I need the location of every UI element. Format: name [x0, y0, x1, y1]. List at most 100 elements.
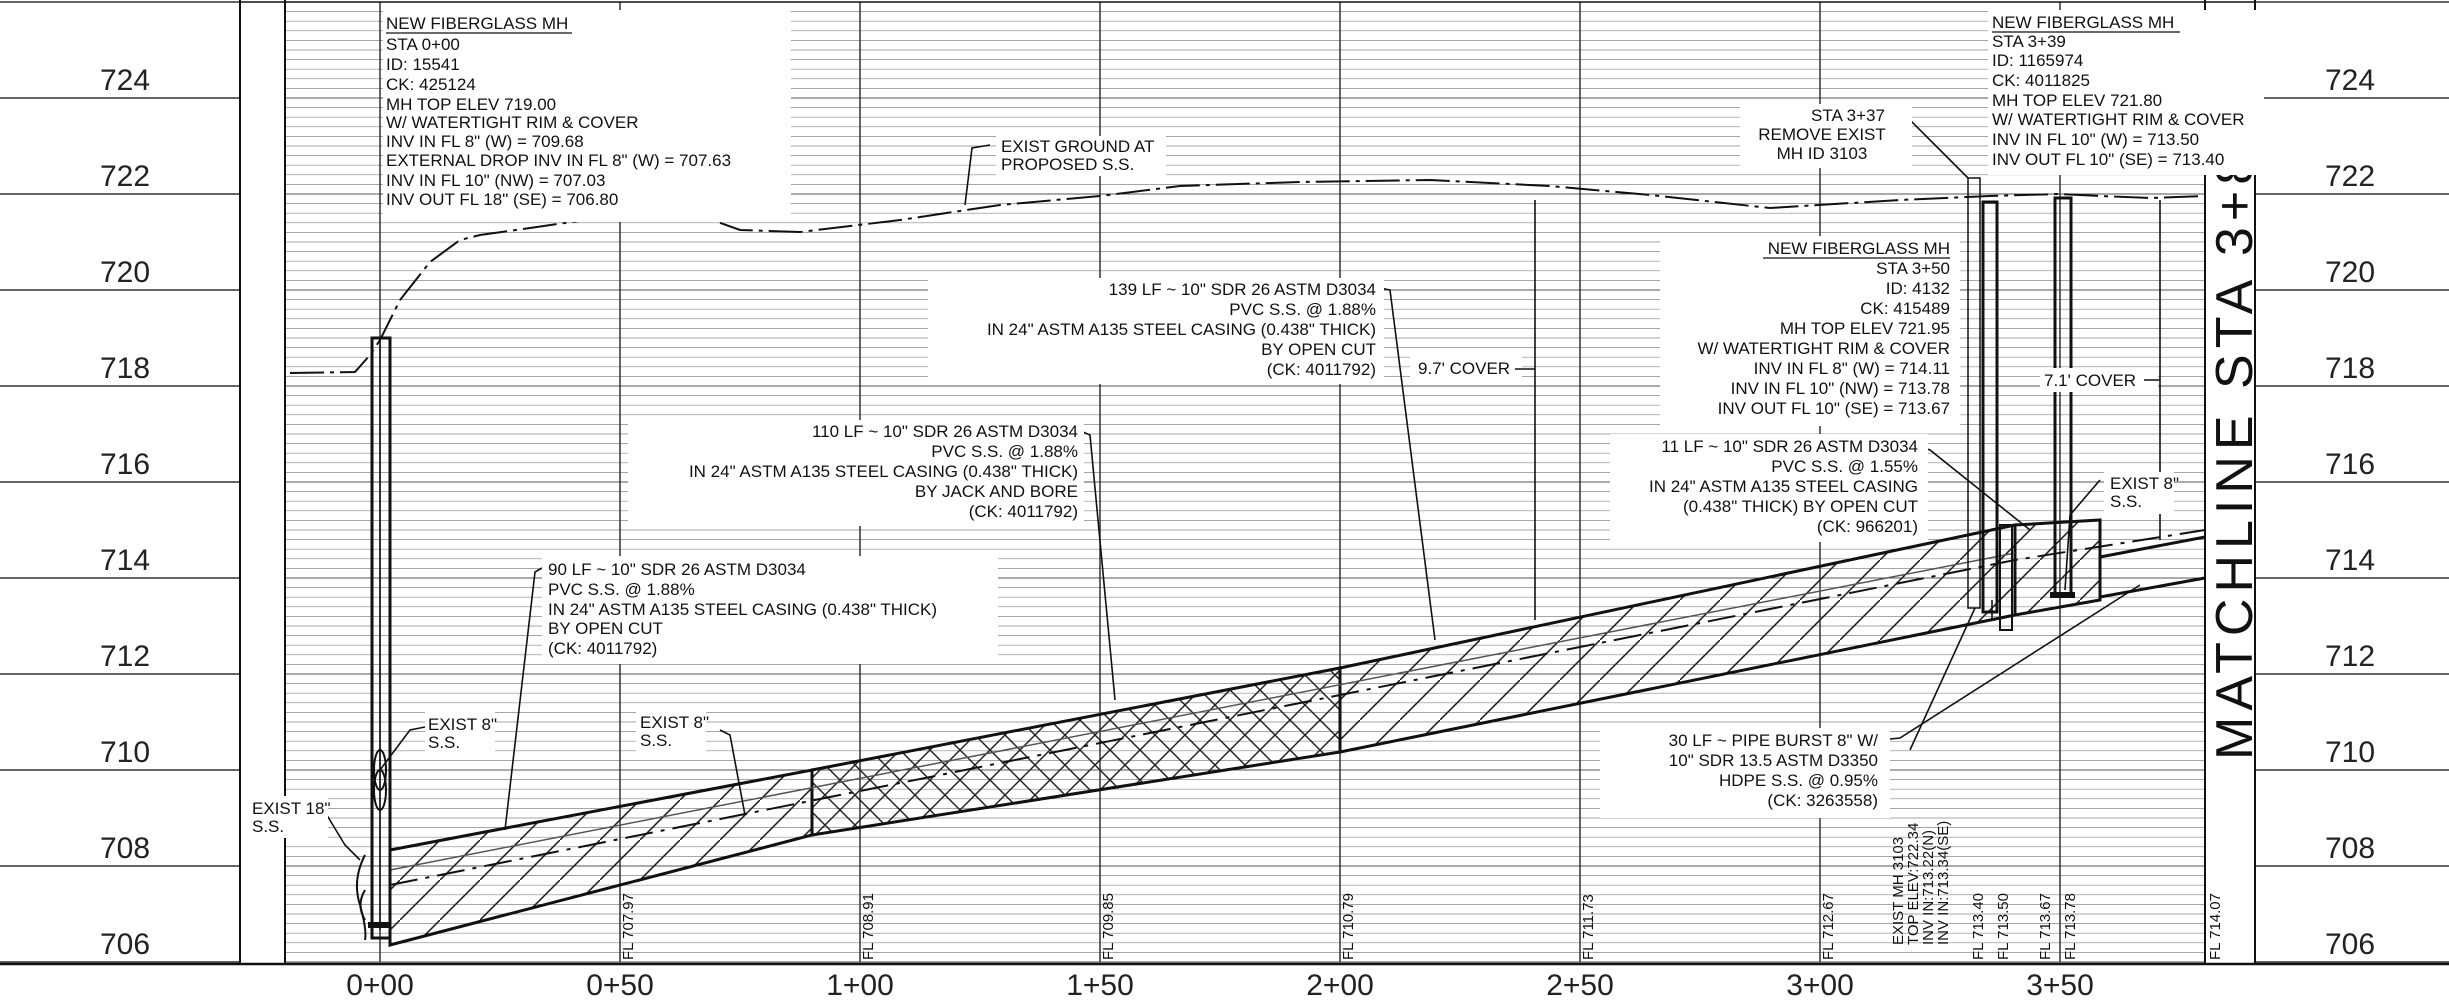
svg-text:110 LF ~ 10" SDR 26 ASTM D3034: 110 LF ~ 10" SDR 26 ASTM D3034	[812, 422, 1078, 441]
elev-label-left: 724	[100, 64, 150, 97]
fl-label: FL 707.97	[620, 893, 637, 960]
svg-text:W/ WATERTIGHT RIM & COVER: W/ WATERTIGHT RIM & COVER	[1992, 110, 2245, 129]
elev-label-right: 708	[2325, 832, 2375, 865]
fl-label: FL 711.73	[1580, 894, 1597, 960]
note-exist-8-c: EXIST 8"	[2110, 474, 2179, 493]
svg-text:BY OPEN CUT: BY OPEN CUT	[548, 619, 663, 638]
exist-mh-label: EXIST MH 3103	[1890, 837, 1907, 945]
svg-text:INV IN FL 8" (W) = 714.11: INV IN FL 8" (W) = 714.11	[1754, 359, 1950, 378]
cover-label-7-1: 7.1' COVER	[2044, 371, 2136, 390]
matchline-label: MATCHLINE STA 3+80	[2206, 115, 2264, 760]
station-label: 3+00	[1786, 969, 1854, 1002]
note-139-lf: 139 LF ~ 10" SDR 26 ASTM D3034 PVC S.S. …	[987, 280, 1376, 379]
note-exist-8-a: EXIST 8"	[428, 715, 497, 734]
station-label: 1+50	[1066, 969, 1134, 1002]
fl-label: FL 713.67	[2037, 893, 2054, 960]
svg-text:CK: 4011825: CK: 4011825	[1992, 71, 2090, 90]
flowline-labels: FL 707.97 FL 708.91 FL 709.85 FL 710.79 …	[620, 821, 2224, 960]
svg-text:(CK: 3263558): (CK: 3263558)	[1767, 791, 1878, 810]
svg-text:INV IN FL 10" (NW) = 713.78: INV IN FL 10" (NW) = 713.78	[1731, 379, 1950, 398]
svg-text:EXTERNAL DROP INV IN FL 8" (W): EXTERNAL DROP INV IN FL 8" (W) = 707.63	[386, 151, 731, 170]
station-label: 0+50	[586, 969, 654, 1002]
elev-label-left: 714	[100, 544, 150, 577]
existing-ground-line	[289, 178, 2206, 374]
svg-text:MH TOP ELEV 721.80: MH TOP ELEV 721.80	[1992, 91, 2162, 110]
exist-mh-label: INV IN:713.34(SE)	[1935, 821, 1952, 945]
svg-text:INV IN FL 8" (W) = 709.68: INV IN FL 8" (W) = 709.68	[386, 132, 584, 151]
casing-open-cut-11lf	[2013, 518, 2102, 617]
svg-text:MH TOP ELEV 719.00: MH TOP ELEV 719.00	[386, 95, 556, 114]
svg-text:CK: 425124: CK: 425124	[386, 75, 476, 94]
svg-text:INV OUT FL 10" (SE) = 713.40: INV OUT FL 10" (SE) = 713.40	[1992, 150, 2224, 169]
svg-text:ID: 15541: ID: 15541	[386, 55, 460, 74]
fl-label: FL 710.79	[1340, 893, 1357, 960]
svg-text:PVC S.S. @ 1.88%: PVC S.S. @ 1.88%	[931, 442, 1078, 461]
svg-text:IN 24" ASTM A135 STEEL CASING: IN 24" ASTM A135 STEEL CASING (0.438" TH…	[548, 600, 937, 619]
note-mh-sta-0-00: NEW FIBERGLASS MH STA 0+00 ID: 15541 CK:…	[386, 14, 731, 209]
exist-mh-label: TOP ELEV:722.34	[1905, 823, 1922, 945]
elev-label-right: 718	[2325, 352, 2375, 385]
note-90-lf: 90 LF ~ 10" SDR 26 ASTM D3034 PVC S.S. @…	[548, 560, 937, 658]
manhole-exist-3103	[1967, 177, 1981, 609]
elevation-labels-left: 724 722 720 718 716 714 712 710 708 706	[100, 64, 150, 961]
note-mh-sta-3-50: NEW FIBERGLASS MH STA 3+50 ID: 4132 CK: …	[1698, 239, 1950, 418]
elev-label-left: 716	[100, 448, 150, 481]
drop-connection	[373, 749, 387, 791]
svg-text:(CK: 4011792): (CK: 4011792)	[969, 502, 1078, 521]
note-exist-18: EXIST 18"	[252, 799, 330, 818]
note-exist-8-b: EXIST 8"	[640, 713, 709, 732]
elev-label-right: 714	[2325, 544, 2375, 577]
note-exist-ground: EXIST GROUND AT PROPOSED S.S.	[1001, 137, 1154, 174]
fl-label: FL 709.85	[1100, 893, 1117, 960]
elev-label-right: 710	[2325, 736, 2375, 769]
svg-text:PVC S.S. @ 1.88%: PVC S.S. @ 1.88%	[1229, 300, 1376, 319]
note-mh-sta-3-39: NEW FIBERGLASS MH STA 3+39 ID: 1165974 C…	[1992, 13, 2245, 169]
exist-mh-label: INV IN:713.22(N)	[1920, 830, 1937, 945]
svg-text:BY OPEN CUT: BY OPEN CUT	[1261, 340, 1376, 359]
station-label: 2+50	[1546, 969, 1614, 1002]
svg-text:PVC S.S. @ 1.55%: PVC S.S. @ 1.55%	[1771, 457, 1918, 476]
station-label: 1+00	[826, 969, 894, 1002]
svg-text:INV IN FL 10" (W) = 713.50: INV IN FL 10" (W) = 713.50	[1992, 130, 2199, 149]
note-remove-exist-mh: STA 3+37 REMOVE EXIST MH ID 3103	[1758, 106, 1886, 163]
fl-label: FL 712.67	[1820, 893, 1837, 960]
hdpe-pipe-burst-top	[2099, 535, 2206, 559]
svg-text:S.S.: S.S.	[252, 817, 284, 836]
manhole-sta-0-00	[370, 336, 392, 940]
svg-text:S.S.: S.S.	[428, 733, 460, 752]
fl-label: FL 713.40	[1970, 893, 1987, 960]
svg-text:STA 0+00: STA 0+00	[386, 35, 460, 54]
svg-text:30 LF ~ PIPE BURST 8" W/: 30 LF ~ PIPE BURST 8" W/	[1669, 731, 1879, 750]
svg-text:W/ WATERTIGHT RIM & COVER: W/ WATERTIGHT RIM & COVER	[386, 113, 639, 132]
svg-text:PROPOSED S.S.: PROPOSED S.S.	[1001, 155, 1134, 174]
svg-text:MH TOP ELEV 721.95: MH TOP ELEV 721.95	[1780, 319, 1950, 338]
svg-text:11 LF ~ 10" SDR 26 ASTM D3034: 11 LF ~ 10" SDR 26 ASTM D3034	[1661, 437, 1918, 456]
fl-label: FL 708.91	[860, 893, 877, 960]
elev-label-right: 722	[2325, 160, 2375, 193]
manholes	[355, 177, 2075, 941]
hdpe-pipe-burst-bottom	[2099, 576, 2206, 599]
svg-text:CK: 415489: CK: 415489	[1860, 299, 1950, 318]
svg-text:IN 24" ASTM A135 STEEL CASING: IN 24" ASTM A135 STEEL CASING	[1649, 477, 1918, 496]
svg-text:NEW FIBERGLASS MH: NEW FIBERGLASS MH	[386, 14, 568, 33]
elevation-labels-right: 724 722 720 718 716 714 712 710 708 706	[2325, 64, 2375, 961]
fl-label: FL 714.07	[2207, 893, 2224, 960]
elev-label-right: 716	[2325, 448, 2375, 481]
carrier-pipe-centerline	[389, 529, 2206, 886]
station-label: 2+00	[1306, 969, 1374, 1002]
elev-label-left: 718	[100, 352, 150, 385]
elev-label-left: 710	[100, 736, 150, 769]
carrier-pipe-centerline-2	[389, 552, 2016, 871]
note-30-lf: 30 LF ~ PIPE BURST 8" W/ 10" SDR 13.5 AS…	[1669, 731, 1879, 810]
svg-text:INV IN FL 10" (NW) = 707.03: INV IN FL 10" (NW) = 707.03	[386, 171, 605, 190]
svg-text:90 LF ~ 10" SDR 26 ASTM D3034: 90 LF ~ 10" SDR 26 ASTM D3034	[548, 560, 806, 579]
svg-text:REMOVE EXIST: REMOVE EXIST	[1758, 125, 1886, 144]
svg-text:INV OUT FL 10" (SE) = 713.67: INV OUT FL 10" (SE) = 713.67	[1718, 399, 1950, 418]
svg-text:PVC S.S. @ 1.88%: PVC S.S. @ 1.88%	[548, 580, 695, 599]
svg-text:STA 3+37: STA 3+37	[1811, 106, 1885, 125]
fl-label: FL 713.78	[2062, 893, 2079, 960]
elev-label-right: 706	[2325, 928, 2375, 961]
svg-text:EXIST GROUND AT: EXIST GROUND AT	[1001, 137, 1154, 156]
note-110-lf: 110 LF ~ 10" SDR 26 ASTM D3034 PVC S.S. …	[689, 422, 1078, 521]
